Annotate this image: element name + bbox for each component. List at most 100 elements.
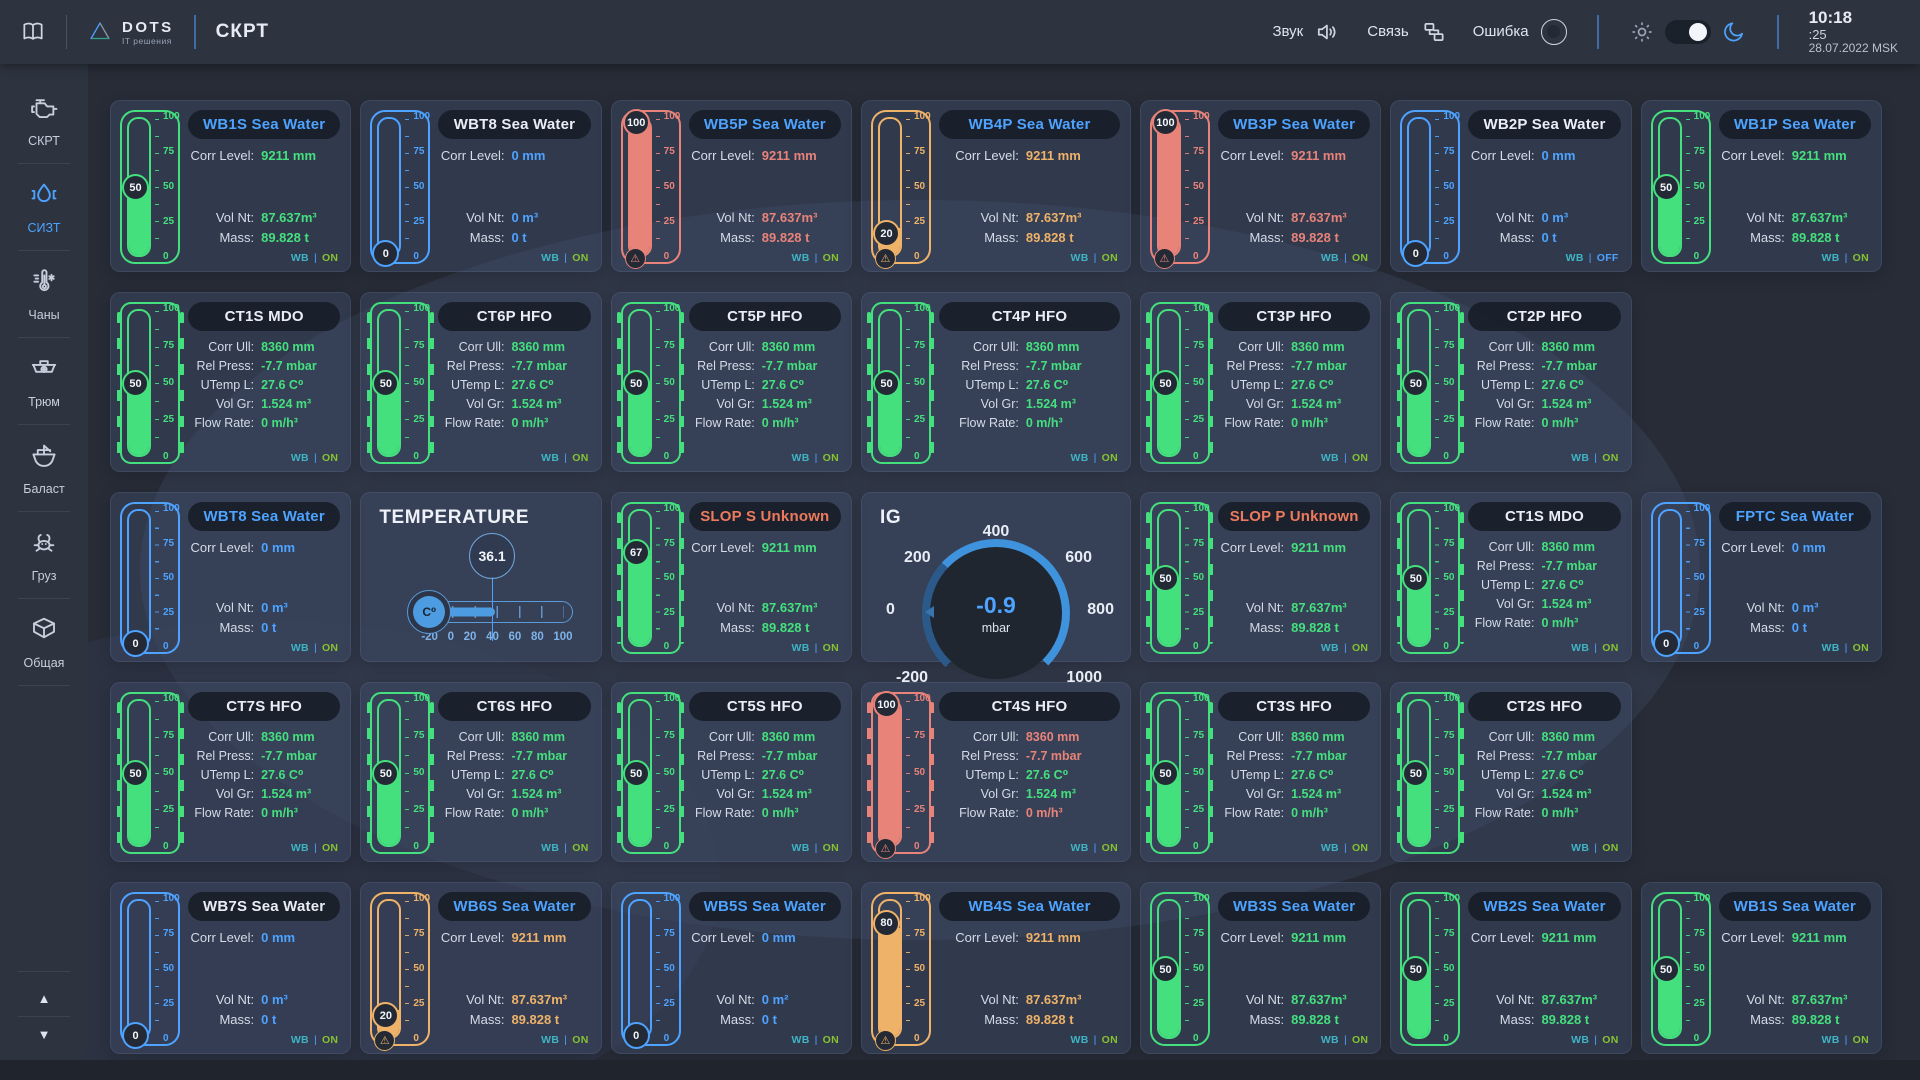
data-row-label: Rel Press: — [1226, 359, 1285, 373]
theme-toggle[interactable] — [1664, 19, 1711, 44]
tank-card[interactable]: 100 75 50 25 0 50 CT2S HFO Corr Ull: 8360 mm… — [1390, 682, 1632, 862]
tank-card[interactable]: 100 75 50 25 0 100 ⚠ CT4S HFO Corr Ull: 8360… — [860, 682, 1131, 862]
gauge-scale-label: 200 — [903, 549, 931, 566]
tank-card[interactable]: 100 75 50 25 0 100 ⚠ WB3P Sea Water Corr Lev… — [1139, 100, 1382, 272]
wb-label: WB — [1070, 1034, 1089, 1046]
tank-card[interactable]: 100 75 50 25 0 50 CT5S HFO Corr Ull: 8360 mm… — [610, 682, 852, 862]
gauge-fill — [129, 383, 149, 455]
tank-card[interactable]: 100 75 50 25 0 50 SLOP P Unknown Corr Level:… — [1139, 492, 1382, 662]
data-row: UTemp L: 27.6 C⁰ — [438, 376, 590, 395]
error-control[interactable]: Ошибка — [1473, 18, 1567, 45]
sidebar-item-ballast[interactable]: Баласт — [23, 440, 65, 496]
data-row-label: Vol Nt: — [215, 992, 255, 1007]
tank-card[interactable]: 100 75 50 25 0 50 CT7S HFO Corr Ull: 8360 mm… — [110, 682, 352, 862]
tank-level-gauge: 100 75 50 25 0 50 — [366, 302, 434, 464]
tank-card[interactable]: 100 75 50 25 0 20 ⚠ WB4P Sea Water Corr Leve… — [860, 100, 1131, 272]
gauge-minor-ticks — [1685, 119, 1690, 255]
gauge-scale-label: 75 — [1443, 537, 1455, 549]
gauge-scale-label: 75 — [1192, 146, 1205, 157]
tank-card[interactable]: 100 75 50 25 0 100 ⚠ WB5P Sea Water Corr Lev… — [610, 100, 852, 272]
data-row: Vol Gr: 1.524 m³ — [1468, 785, 1620, 804]
tank-card[interactable]: 100 75 50 25 0 67 SLOP S Unknown Corr Level:… — [610, 492, 852, 662]
data-row-value: 9211 mm — [1291, 930, 1347, 945]
scroll-down-icon[interactable]: ▼ — [37, 1027, 51, 1042]
data-row: Corr Level: 9211 mm — [1218, 538, 1370, 558]
tank-card[interactable]: 100 75 50 25 0 50 WB3S Sea Water Corr Level:… — [1139, 882, 1382, 1054]
sidebar-item-chany[interactable]: Чаны — [28, 266, 60, 322]
tank-card[interactable]: 100 75 50 25 0 50 CT1S MDO Corr Ull: 8360 mm… — [110, 292, 352, 472]
connection-control[interactable]: Связь — [1367, 19, 1446, 45]
temperature-card[interactable]: TEMPERATURE 36.1 C⁰ -20 0 20 40 60 80 100 — [360, 492, 602, 662]
gauge-fill — [1409, 773, 1430, 845]
gauge-scale-label: 50 — [1443, 963, 1455, 974]
gauge-outline — [1146, 302, 1214, 464]
tank-card[interactable]: 100 75 50 25 0 50 CT2P HFO Corr Ull: 8360 mm… — [1390, 292, 1632, 472]
data-row-label: Corr Ull: — [208, 730, 255, 744]
book-icon[interactable] — [20, 19, 46, 45]
sidebar-item-skrt[interactable]: СКРТ — [28, 92, 60, 148]
tank-card[interactable]: 100 75 50 25 0 50 CT6P HFO Corr Ull: 8360 mm… — [360, 292, 602, 472]
sidebar-item-obshchaya[interactable]: Общая — [24, 614, 64, 670]
gauge-fill — [1158, 773, 1179, 845]
wb-state: ON — [321, 1034, 339, 1046]
tank-card[interactable]: 100 75 50 25 0 50 WB1S Sea Water Corr Level:… — [110, 100, 352, 272]
gauge-value-badge: 0 — [622, 1022, 650, 1049]
tank-card[interactable]: 100 75 50 25 0 50 CT1S MDO Corr Ull: 8360 mm… — [1390, 492, 1632, 662]
tank-title: CT3P HFO — [1217, 302, 1371, 331]
gauge-scale-label: 50 — [1693, 572, 1705, 583]
gauge-scale-label: 0 — [1443, 1033, 1449, 1044]
wb-state: ON — [1351, 642, 1369, 654]
gauge-scale-label: 0 — [1443, 641, 1449, 652]
tank-card[interactable]: 100 75 50 25 0 50 CT3S HFO Corr Ull: 8360 mm… — [1139, 682, 1382, 862]
tank-card[interactable]: 100 75 50 25 0 0 WB2P Sea Water Corr Level: … — [1390, 100, 1632, 272]
wb-label: WB — [1821, 1034, 1840, 1046]
tank-card[interactable]: 100 75 50 25 0 50 WB1P Sea Water Corr Level:… — [1640, 100, 1882, 272]
sidebar-item-gruz[interactable]: Груз — [29, 527, 59, 583]
tank-card[interactable]: 100 75 50 25 0 50 CT4P HFO Corr Ull: 8360 mm… — [860, 292, 1131, 472]
data-row-value: 0 t — [261, 1011, 277, 1027]
gauge-scale: 100 75 50 25 0 — [1441, 694, 1460, 852]
gauge-fill — [629, 555, 650, 645]
data-row-value: 8360 mm — [511, 340, 565, 354]
gauge-minor-ticks — [655, 701, 660, 845]
sidebar-item-sizt[interactable]: СИЗТ — [28, 179, 60, 235]
tank-card[interactable]: 100 75 50 25 0 50 CT3P HFO Corr Ull: 8360 mm… — [1139, 292, 1382, 472]
tank-card[interactable]: 100 75 50 25 0 80 ⚠ WB4S Sea Water Corr Leve… — [860, 882, 1131, 1054]
ig-pressure-card[interactable]: IG -0.9 mbar 400 200 600 0 800 -200 1000 — [860, 492, 1131, 687]
data-row-label: Vol Gr: — [1496, 397, 1535, 411]
data-row: Vol Nt: 0 m³ — [1468, 208, 1620, 228]
gauge-scale-label: 75 — [1693, 537, 1705, 549]
tank-card[interactable]: 100 75 50 25 0 50 WB1S Sea Water Corr Level:… — [1640, 882, 1882, 1054]
tank-card[interactable]: 100 75 50 25 0 50 CT5P HFO Corr Ull: 8360 mm… — [610, 292, 852, 472]
tank-card[interactable]: 100 75 50 25 0 50 CT6S HFO Corr Ull: 8360 mm… — [360, 682, 602, 862]
tank-card[interactable]: 100 75 50 25 0 0 WBT8 Sea Water Corr Level: … — [110, 492, 352, 662]
tank-level-gauge: 100 75 50 25 0 100 ⚠ — [1149, 109, 1210, 269]
sidebar-item-tryum[interactable]: Трюм — [28, 353, 60, 409]
scroll-up-icon[interactable]: ▲ — [37, 991, 51, 1006]
tank-card[interactable]: 100 75 50 25 0 50 WB2S Sea Water Corr Level:… — [1390, 882, 1632, 1054]
wb-state: ON — [321, 642, 339, 654]
gauge-scale-label: 50 — [163, 181, 175, 192]
gauge-scale: 100 75 50 25 0 — [411, 894, 430, 1044]
data-row-label: Corr Level: — [1220, 930, 1285, 945]
wb-status-badge: WB | ON — [541, 452, 589, 464]
tank-card[interactable]: 100 75 50 25 0 0 WB7S Sea Water Corr Level: … — [110, 882, 352, 1054]
gauge-scale: 100 75 50 25 0 — [1191, 304, 1210, 462]
sound-control[interactable]: Звук — [1272, 19, 1341, 45]
data-row-label: Vol Nt: — [1496, 210, 1535, 225]
speaker-icon[interactable] — [1315, 19, 1341, 45]
gauge-outline — [870, 892, 931, 1046]
tank-card[interactable]: 100 75 50 25 0 0 FPTC Sea Water Corr Level: … — [1640, 492, 1882, 662]
thermometer-bulb: C⁰ — [407, 590, 452, 634]
network-icon[interactable] — [1421, 19, 1447, 45]
gauge-minor-ticks — [905, 119, 910, 255]
toggle-knob[interactable] — [1688, 22, 1707, 41]
data-row: Mass: 89.828 t — [1719, 1010, 1871, 1030]
gauge-fill — [879, 701, 900, 845]
gauge-scale-label: 100 — [413, 693, 431, 704]
data-row-value: 89.828 t — [511, 1011, 560, 1027]
tank-card[interactable]: 100 75 50 25 0 20 ⚠ WB6S Sea Water Corr Leve… — [360, 882, 602, 1054]
data-row-label: Vol Nt: — [716, 992, 755, 1007]
tank-card[interactable]: 100 75 50 25 0 0 WBT8 Sea Water Corr Level: … — [360, 100, 602, 272]
tank-card[interactable]: 100 75 50 25 0 0 WB5S Sea Water Corr Level: … — [610, 882, 852, 1054]
